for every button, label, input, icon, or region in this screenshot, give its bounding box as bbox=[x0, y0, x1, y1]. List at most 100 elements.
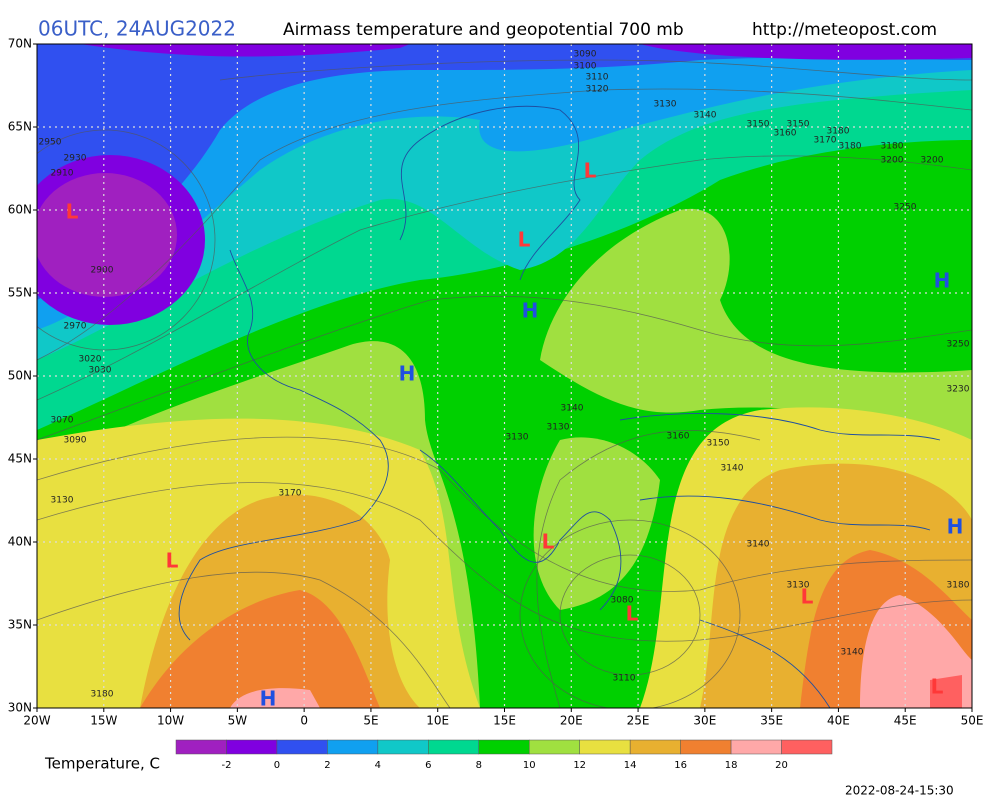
contour-label: 3170 bbox=[279, 489, 302, 499]
contour-label: 3160 bbox=[667, 432, 690, 442]
lon-label: 40E bbox=[827, 714, 850, 728]
graticule bbox=[37, 44, 972, 708]
pressure-system: L bbox=[542, 530, 555, 554]
lon-label: 15W bbox=[90, 714, 117, 728]
colorbar-swatch bbox=[730, 739, 782, 755]
lat-label: 50N bbox=[8, 369, 32, 383]
lat-label: 45N bbox=[8, 452, 32, 466]
lon-label: 5E bbox=[363, 714, 378, 728]
colorbar-label: 14 bbox=[624, 760, 637, 771]
contour-label: 3140 bbox=[841, 648, 864, 658]
colorbar-swatch bbox=[781, 739, 833, 755]
contour-label: 3130 bbox=[51, 496, 74, 506]
contour-label: 3130 bbox=[787, 581, 810, 591]
header-time: 06UTC, 24AUG2022 bbox=[38, 17, 236, 41]
colorbar-swatch bbox=[680, 739, 732, 755]
contour-label: 3160 bbox=[774, 129, 797, 139]
contour-label: 3020 bbox=[79, 355, 102, 365]
lon-label: 5W bbox=[228, 714, 248, 728]
lon-label: 0 bbox=[300, 714, 308, 728]
pressure-system: L bbox=[518, 228, 531, 252]
lon-label: 10W bbox=[157, 714, 184, 728]
lat-label: 55N bbox=[8, 286, 32, 300]
contour-label: 3180 bbox=[91, 690, 114, 700]
contour-label: 2930 bbox=[64, 154, 87, 164]
lon-label: 20W bbox=[23, 714, 50, 728]
contour-label: 3090 bbox=[574, 50, 597, 60]
pressure-system: H bbox=[934, 269, 951, 293]
contour-label: 3140 bbox=[561, 404, 584, 414]
colorbar-swatch bbox=[428, 739, 480, 755]
colorbar-title: Temperature, C bbox=[44, 755, 160, 773]
lat-label: 60N bbox=[8, 203, 32, 217]
colorbar-swatch bbox=[276, 739, 328, 755]
colorbar-label: 20 bbox=[775, 760, 788, 771]
contour-label: 3120 bbox=[586, 85, 609, 95]
contour-label: 3180 bbox=[947, 581, 970, 591]
contour-label: 3180 bbox=[827, 127, 850, 137]
contour-label: 3180 bbox=[881, 142, 904, 152]
lon-label: 45E bbox=[894, 714, 917, 728]
lat-label: 65N bbox=[8, 120, 32, 134]
pressure-system: H bbox=[399, 362, 416, 386]
contour-label: 3140 bbox=[694, 111, 717, 121]
contour-label: 3030 bbox=[89, 366, 112, 376]
lon-label: 50E bbox=[961, 714, 984, 728]
lon-label: 15E bbox=[493, 714, 516, 728]
colorbar-label: 18 bbox=[725, 760, 738, 771]
contour-label: 3180 bbox=[839, 142, 862, 152]
contour-label: 3250 bbox=[947, 340, 970, 350]
contour-label: 3250 bbox=[894, 203, 917, 213]
contour-label: 3200 bbox=[921, 156, 944, 166]
contour-label: 3150 bbox=[747, 120, 770, 130]
header-url: http://meteopost.com bbox=[752, 20, 937, 40]
pressure-system: L bbox=[584, 159, 597, 183]
pressure-system: L bbox=[166, 549, 179, 573]
contour-label: 3080 bbox=[611, 596, 634, 606]
contour-label: 3130 bbox=[654, 100, 677, 110]
colorbar-swatch bbox=[478, 739, 530, 755]
contour-label: 2910 bbox=[51, 169, 74, 179]
contour-label: 3170 bbox=[814, 136, 837, 146]
contour-label: 3070 bbox=[51, 416, 74, 426]
colorbar-label: 10 bbox=[523, 760, 536, 771]
lon-label: 25E bbox=[627, 714, 650, 728]
contour-label: 3110 bbox=[586, 73, 609, 83]
lat-label: 70N bbox=[8, 37, 32, 51]
colorbar-swatch bbox=[226, 739, 278, 755]
contour-label: 3140 bbox=[721, 464, 744, 474]
colorbar-label: 6 bbox=[425, 760, 431, 771]
colorbar-label: 12 bbox=[573, 760, 586, 771]
contour-label: 3150 bbox=[707, 439, 730, 449]
colorbar-label: 8 bbox=[476, 760, 482, 771]
header-title: Airmass temperature and geopotential 700… bbox=[283, 20, 684, 40]
pressure-system: L bbox=[626, 602, 639, 626]
colorbar-swatch bbox=[377, 739, 429, 755]
pressure-system: L bbox=[931, 675, 944, 699]
colorbar-swatch bbox=[528, 739, 580, 755]
pressure-system: H bbox=[260, 687, 277, 711]
colorbar-label: 0 bbox=[274, 760, 280, 771]
temperature-field bbox=[37, 44, 972, 708]
contour-label: 2970 bbox=[64, 322, 87, 332]
colorbar-swatch bbox=[327, 739, 379, 755]
contour-label: 3140 bbox=[747, 540, 770, 550]
lon-label: 10E bbox=[426, 714, 449, 728]
pressure-system: H bbox=[522, 299, 539, 323]
contour-label: 2950 bbox=[39, 138, 62, 148]
lat-label: 30N bbox=[8, 701, 32, 715]
contour-label: 3130 bbox=[506, 433, 529, 443]
colorbar-swatch bbox=[175, 739, 227, 755]
lon-label: 20E bbox=[560, 714, 583, 728]
contour-label: 3110 bbox=[613, 674, 636, 684]
colorbar-swatch bbox=[629, 739, 681, 755]
lat-label: 35N bbox=[8, 618, 32, 632]
contour-label: 2900 bbox=[91, 266, 114, 276]
timestamp: 2022-08-24-15:30 bbox=[845, 784, 954, 798]
lon-label: 35E bbox=[760, 714, 783, 728]
contour-label: 3230 bbox=[947, 385, 970, 395]
lat-label: 40N bbox=[8, 535, 32, 549]
contour-label: 3130 bbox=[547, 423, 570, 433]
colorbar-label: 2 bbox=[324, 760, 330, 771]
